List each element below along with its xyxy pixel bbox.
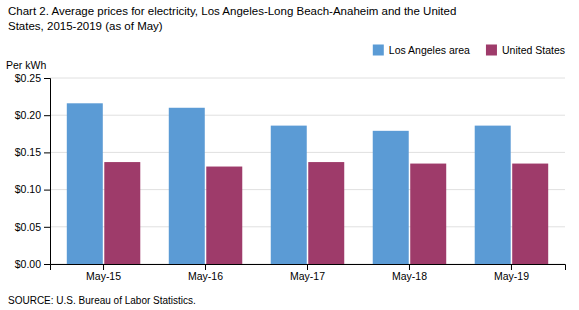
x-tick-mark — [409, 264, 410, 270]
y-tick-label: $0.15 — [15, 146, 41, 158]
x-tick-mark — [307, 264, 308, 270]
legend-label: United States — [502, 44, 565, 56]
y-axis-line — [44, 79, 51, 265]
x-tick: May-15 — [86, 264, 121, 282]
title: Chart 2. Average prices for electricity,… — [8, 5, 456, 17]
y-tick: $0.10 — [15, 183, 50, 195]
y-tick-mark — [44, 78, 50, 79]
y-tick: $0.20 — [15, 109, 50, 121]
y-tick-mark — [44, 190, 50, 191]
y-tick-label: $0.00 — [15, 258, 41, 270]
x-tick: May-19 — [494, 264, 529, 282]
bar — [512, 164, 548, 264]
bar — [373, 131, 409, 264]
bar — [475, 126, 511, 264]
source: SOURCE: U.S. Bureau of Labor Statistics. — [8, 295, 196, 306]
y-tick-mark — [44, 152, 50, 153]
x-tick-mark — [103, 264, 104, 270]
bar — [308, 162, 344, 264]
x-tick-label: May-15 — [86, 270, 121, 282]
legend: Los Angeles area United States — [373, 44, 565, 56]
bar — [410, 164, 446, 264]
y-tick-label: $0.10 — [15, 183, 41, 195]
bar — [271, 126, 307, 264]
y-tick: $0.05 — [15, 221, 50, 233]
y-tick-label: $0.25 — [15, 72, 41, 84]
bar — [206, 167, 242, 264]
bar — [104, 162, 140, 264]
y-axis-title: Per kWh — [6, 59, 46, 71]
legend-item: United States — [486, 44, 565, 56]
grid-line — [50, 115, 565, 116]
bars — [67, 103, 548, 264]
legend-swatch — [486, 45, 497, 56]
bar — [169, 108, 205, 264]
y-tick: $0.15 — [15, 146, 50, 158]
grid — [50, 78, 565, 264]
x-tick: May-16 — [188, 264, 223, 282]
legend-swatch — [373, 45, 384, 56]
x-tick-mark — [205, 264, 206, 270]
bar-series — [67, 103, 511, 264]
y-tick-label: $0.05 — [15, 221, 41, 233]
bar-series — [104, 162, 548, 264]
y-tick-mark — [44, 115, 50, 116]
legend-item: Los Angeles area — [373, 44, 470, 56]
bar — [67, 103, 103, 264]
legend-label: Los Angeles area — [389, 44, 470, 56]
x-tick-label: May-19 — [494, 270, 529, 282]
x-tick: May-18 — [392, 264, 427, 282]
grid-line — [50, 78, 565, 79]
x-tick-label: May-16 — [188, 270, 223, 282]
y-tick: $0.25 — [15, 72, 50, 84]
x-tick-label: May-17 — [290, 270, 325, 282]
x-tick-mark — [511, 264, 512, 270]
chart: Chart 2. Average prices for electricity,… — [0, 0, 579, 310]
y-tick-mark — [44, 227, 50, 228]
x-axis-line — [51, 265, 566, 271]
x-axis: May-15 May-16 May-17 May-18 May-19 — [51, 264, 566, 282]
subtitle: States, 2015-2019 (as of May) — [8, 20, 163, 32]
x-tick-label: May-18 — [392, 270, 427, 282]
y-tick-label: $0.20 — [15, 109, 41, 121]
y-tick-mark — [44, 264, 50, 265]
chart-container: Chart 2. Average prices for electricity,… — [0, 0, 579, 310]
y-tick: $0.00 — [15, 258, 50, 270]
y-axis: $0.00 $0.05 $0.10 $0.15 $0.20 $0.25 — [15, 72, 51, 270]
x-tick: May-17 — [290, 264, 325, 282]
